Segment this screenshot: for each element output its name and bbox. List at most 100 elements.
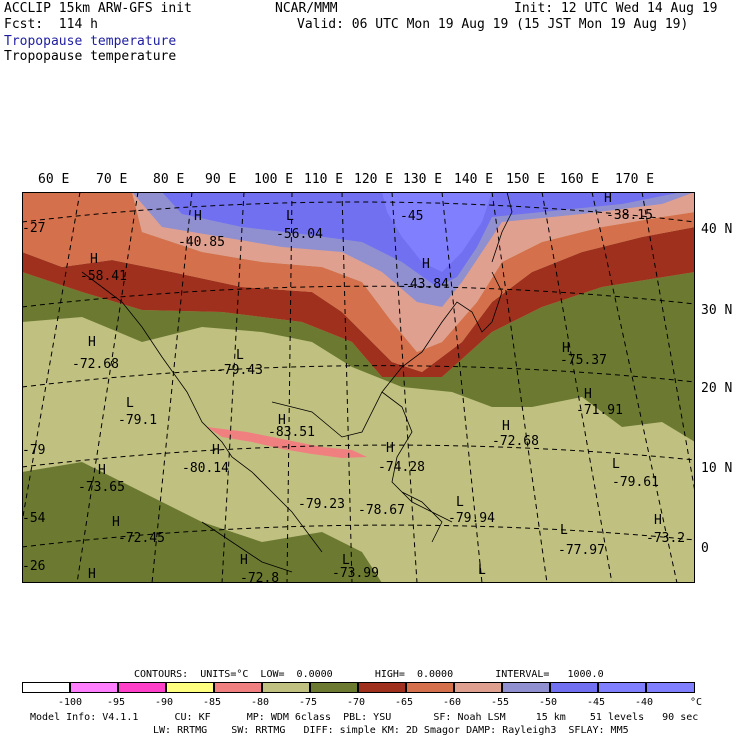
high-marker: H: [194, 209, 202, 224]
colorbar-swatch: [358, 682, 406, 693]
colorbar-label: -50: [539, 697, 558, 708]
field-name-shaded: Tropopause temperature: [4, 34, 177, 49]
colorbar-label: -80: [251, 697, 270, 708]
lon-label: 80 E: [153, 172, 185, 187]
field-name-contour: Tropopause temperature: [4, 49, 177, 64]
lon-label: 150 E: [506, 172, 546, 187]
lat-label: 40 N: [701, 222, 733, 237]
cold-patch: [207, 427, 367, 458]
colorbar-swatch: [214, 682, 262, 693]
tropopause-temperature-map: -27 H -58.41 H -40.85 L -56.04 -45 H -43…: [22, 192, 695, 583]
low-marker: L: [342, 553, 350, 568]
high-marker: H: [584, 387, 592, 402]
lon-label: 70 E: [96, 172, 128, 187]
colorbar-label: -45: [587, 697, 606, 708]
map-value: -27: [22, 221, 45, 236]
coastlines: [81, 192, 513, 573]
lon-label: 90 E: [205, 172, 237, 187]
lat-label: 0: [701, 541, 709, 556]
colorbar-label: -100: [58, 697, 83, 708]
center-label: NCAR/MMM: [275, 1, 338, 16]
map-value: -79.94: [448, 511, 495, 526]
colorbar-label: -95: [107, 697, 126, 708]
lat-label: 30 N: [701, 303, 733, 318]
map-value: -80.14: [182, 461, 229, 476]
lat-label: 20 N: [701, 381, 733, 396]
init-time: Init: 12 UTC Wed 14 Aug 19: [514, 1, 718, 16]
low-marker: L: [478, 563, 486, 578]
colorbar-label: -65: [395, 697, 414, 708]
colorbar-swatch: [598, 682, 646, 693]
colorbar-label: -85: [203, 697, 222, 708]
high-marker: H: [112, 515, 120, 530]
high-marker: H: [604, 192, 612, 206]
map-value: -78.67: [358, 503, 405, 518]
high-marker: H: [654, 513, 662, 528]
high-marker: H: [212, 443, 220, 458]
colorbar-swatch: [454, 682, 502, 693]
high-marker: H: [386, 441, 394, 456]
band-dark-olive: [22, 272, 695, 442]
map-value: -38.15: [606, 208, 653, 223]
colorbar-swatch: [406, 682, 454, 693]
map-value: -75.37: [560, 353, 607, 368]
map-value: -77.97: [558, 543, 605, 558]
high-marker: H: [278, 413, 286, 428]
colorbar-swatch: [502, 682, 550, 693]
map-value: -43.84: [402, 277, 449, 292]
map-value: -73.99: [332, 566, 379, 581]
colorbar-label: -55: [491, 697, 510, 708]
band-light-blue: [382, 192, 492, 272]
model-title: ACCLIP 15km ARW-GFS init: [4, 1, 192, 16]
forecast-hour: Fcst: 114 h: [4, 17, 98, 32]
map-frame: [22, 192, 695, 583]
lon-label: 120 E: [354, 172, 394, 187]
map-value: -83.51: [268, 425, 315, 440]
map-value: -73.2: [646, 531, 685, 546]
map-value: -79.61: [612, 475, 659, 490]
low-marker: L: [236, 348, 244, 363]
high-marker: H: [98, 463, 106, 478]
high-marker: H: [240, 553, 248, 568]
map-value: -26: [22, 559, 45, 574]
colorbar-unit: °C: [690, 697, 703, 708]
colorbar-swatch: [262, 682, 310, 693]
model-info-line1: Model Info: V4.1.1 CU: KF MP: WDM 6class…: [30, 712, 699, 723]
colorbar-swatch: [550, 682, 598, 693]
colorbar-swatch: [646, 682, 695, 693]
band-red: [22, 227, 695, 377]
lon-label: 100 E: [254, 172, 294, 187]
map-value: -73.65: [78, 480, 125, 495]
high-marker: H: [502, 419, 510, 434]
map-value: -72.45: [118, 531, 165, 546]
colorbar-swatch: [70, 682, 118, 693]
grid-latitude: [22, 201, 695, 548]
lon-label: 140 E: [454, 172, 494, 187]
colorbar-label: -90: [155, 697, 174, 708]
map-value: -40.85: [178, 235, 225, 250]
model-info-line2: LW: RRTMG SW: RRTMG DIFF: simple KM: 2D …: [153, 725, 629, 736]
band-orange: [22, 192, 695, 372]
lat-label: 10 N: [701, 461, 733, 476]
map-value: -71.91: [576, 403, 623, 418]
colorbar-label: -60: [443, 697, 462, 708]
map-value: -45: [400, 209, 423, 224]
low-marker: L: [456, 495, 464, 510]
low-marker: L: [286, 209, 294, 224]
band-dark-olive-south: [22, 462, 382, 583]
map-value: -72.8: [240, 571, 279, 583]
map-value: -54: [22, 511, 46, 526]
map-value: -58.41: [80, 269, 127, 284]
map-value: -79.1: [118, 413, 157, 428]
colorbar-swatch: [166, 682, 214, 693]
low-marker: L: [126, 396, 134, 411]
map-value: -56.04: [276, 227, 323, 242]
high-marker: H: [88, 567, 96, 582]
grid-longitude: [22, 192, 695, 583]
colorbar-label: -75: [299, 697, 318, 708]
lon-label: 160 E: [560, 172, 600, 187]
contour-info: CONTOURS: UNITS=°C LOW= 0.0000 HIGH= 0.0…: [134, 669, 604, 680]
colorbar-swatch: [118, 682, 166, 693]
lon-label: 110 E: [304, 172, 344, 187]
map-value: -72.68: [492, 434, 539, 449]
